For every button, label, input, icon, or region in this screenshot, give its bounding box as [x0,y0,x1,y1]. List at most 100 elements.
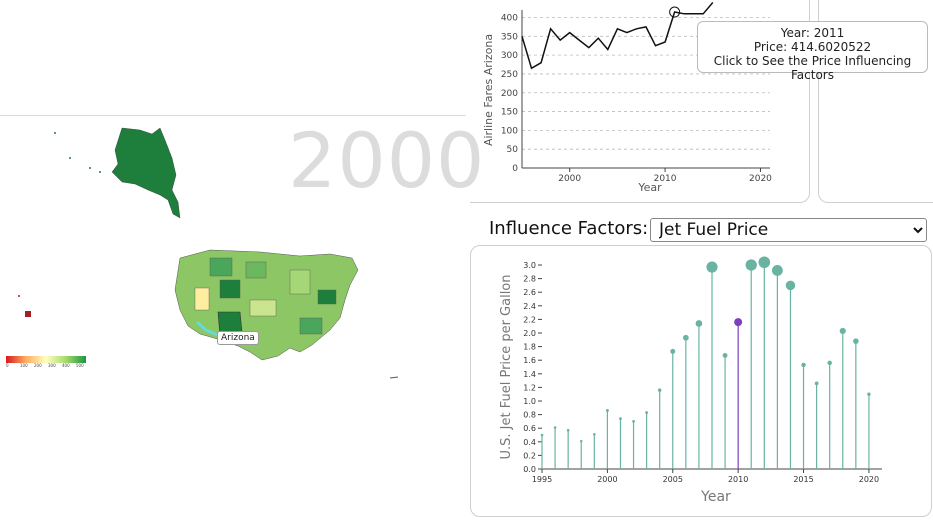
hover-state-label: Arizona [217,331,259,345]
alaska-islands [69,157,71,159]
fuel-dot [801,362,806,368]
top-y-tick: 300 [501,51,518,61]
bottom-y-tick: 0.8 [523,411,536,420]
bottom-x-tick: 1995 [532,475,552,484]
state-patch[interactable] [194,287,210,311]
influence-factor-select[interactable]: Jet Fuel Price [650,218,927,242]
fuel-dot [771,265,783,276]
top-x-tick: 2020 [749,174,772,184]
legend-gradient [6,356,86,363]
bottom-x-tick: 2020 [859,475,879,484]
alaska-islands [89,167,91,169]
state-patch[interactable] [245,261,267,279]
legend-tick: 400 [62,363,70,368]
fuel-dot [758,256,771,269]
bottom-y-tick: 0.6 [523,424,536,433]
map-divider [0,115,466,116]
top-y-tick: 250 [501,70,518,80]
color-legend: 0 100 200 300 400 500 [6,356,88,370]
state-patch[interactable] [249,299,277,317]
fuel-dot [593,433,596,436]
bottom-y-tick: 0.2 [523,451,536,460]
bottom-x-tick: 2005 [663,475,683,484]
fuel-dot [657,388,662,392]
legend-tick: 200 [34,363,42,368]
bottom-chart-frame [470,245,932,517]
hawaii-islands [18,295,20,297]
state-patch[interactable] [209,257,233,277]
bottom-x-tick: 2000 [597,475,617,484]
top-x-tick: 2010 [654,174,677,184]
fuel-dot [722,353,728,358]
legend-tick: 300 [48,363,56,368]
fuel-dot [605,409,609,413]
top-y-tick: 350 [501,32,518,42]
bottom-y-tick: 1.4 [523,370,536,379]
fuel-dot [619,417,622,421]
top-chart-frame [470,0,810,203]
bottom-y-tick: 2.4 [523,302,536,311]
bottom-y-tick: 1.8 [523,343,536,352]
bottom-y-axis-label: U.S. Jet Fuel Price per Gallon [499,274,514,459]
fuel-dot [695,320,703,327]
right-panel-edge [818,0,933,203]
us-map[interactable] [0,0,470,525]
fuel-dot [645,411,649,415]
top-y-axis-label: Airline Fares Arizona [482,34,495,146]
islands-east [389,376,399,379]
fuel-dot [706,261,718,273]
legend-tick: 100 [20,363,28,368]
fuel-dot [734,318,743,327]
top-y-tick: 50 [507,145,519,155]
top-y-tick: 400 [501,14,518,24]
fuel-dot [566,428,570,432]
fuel-dot [632,420,635,423]
top-y-tick: 0 [512,164,518,174]
top-y-tick: 100 [501,126,518,136]
jet-fuel-lollipop-chart[interactable]: 0.0 0.2 0.4 0.6 0.8 1.0 1.2 1.4 1.6 1.8 2.0 2.2 2.4 2… [470,245,932,517]
fuel-dot [814,381,819,386]
top-x-tick: 2000 [558,174,581,184]
bottom-y-tick: 2.2 [523,315,536,324]
state-patch[interactable] [299,317,323,335]
bottom-x-axis-label: Year [700,489,731,505]
bottom-y-tick: 2.6 [523,288,536,297]
highlight-point[interactable] [669,6,681,18]
map-panel: Arizona 0 100 200 300 400 500 [0,0,470,525]
fuel-dot [785,280,796,291]
bottom-y-tick: 2.8 [523,275,536,284]
price-tooltip[interactable]: Year: 2011 Price: 414.6020522 Click to S… [697,21,928,82]
bottom-x-tick: 2010 [728,475,748,484]
fuel-dot [670,348,676,354]
tooltip-price: Price: 414.6020522 [753,40,872,54]
state-hawaii[interactable] [25,311,31,317]
bottom-y-tick: 0.0 [523,465,536,474]
state-patch[interactable] [289,269,311,295]
bottom-y-tick: 1.2 [523,383,536,392]
top-y-tick: 200 [501,89,518,99]
fuel-dot [553,426,557,429]
hover-state-text: Arizona [221,333,255,343]
bottom-x-tick: 2015 [793,475,813,484]
influence-factors-label: Influence Factors: [489,218,649,239]
bottom-y-tick: 2.0 [523,329,536,338]
bottom-y-tick: 3.0 [523,261,536,270]
legend-tick: 0 [6,363,9,368]
state-patch[interactable] [219,279,241,299]
state-patch[interactable] [317,289,337,305]
fuel-dot [682,334,689,341]
legend-tick: 500 [76,363,84,368]
fuel-dot [540,433,544,437]
top-x-axis-label: Year [637,181,662,194]
alaska-islands [99,171,101,173]
fuel-dot [579,439,583,443]
tooltip-hint: Click to See the Price Influencing Facto… [713,54,912,82]
state-alaska[interactable] [111,127,181,219]
alaska-islands [54,132,56,134]
bottom-y-tick: 1.0 [523,397,536,406]
fuel-dot [853,338,859,344]
top-y-tick: 150 [501,108,518,118]
bottom-y-tick: 0.4 [523,438,536,447]
fuel-dot [745,259,757,271]
fuel-dot [867,392,871,396]
